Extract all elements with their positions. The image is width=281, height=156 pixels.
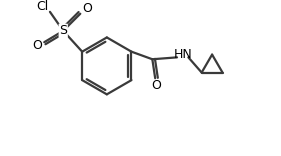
Text: O: O	[151, 79, 161, 92]
Text: O: O	[82, 2, 92, 15]
Text: O: O	[33, 39, 42, 52]
Text: Cl: Cl	[36, 0, 49, 13]
Text: S: S	[59, 24, 67, 37]
Text: HN: HN	[173, 48, 192, 61]
